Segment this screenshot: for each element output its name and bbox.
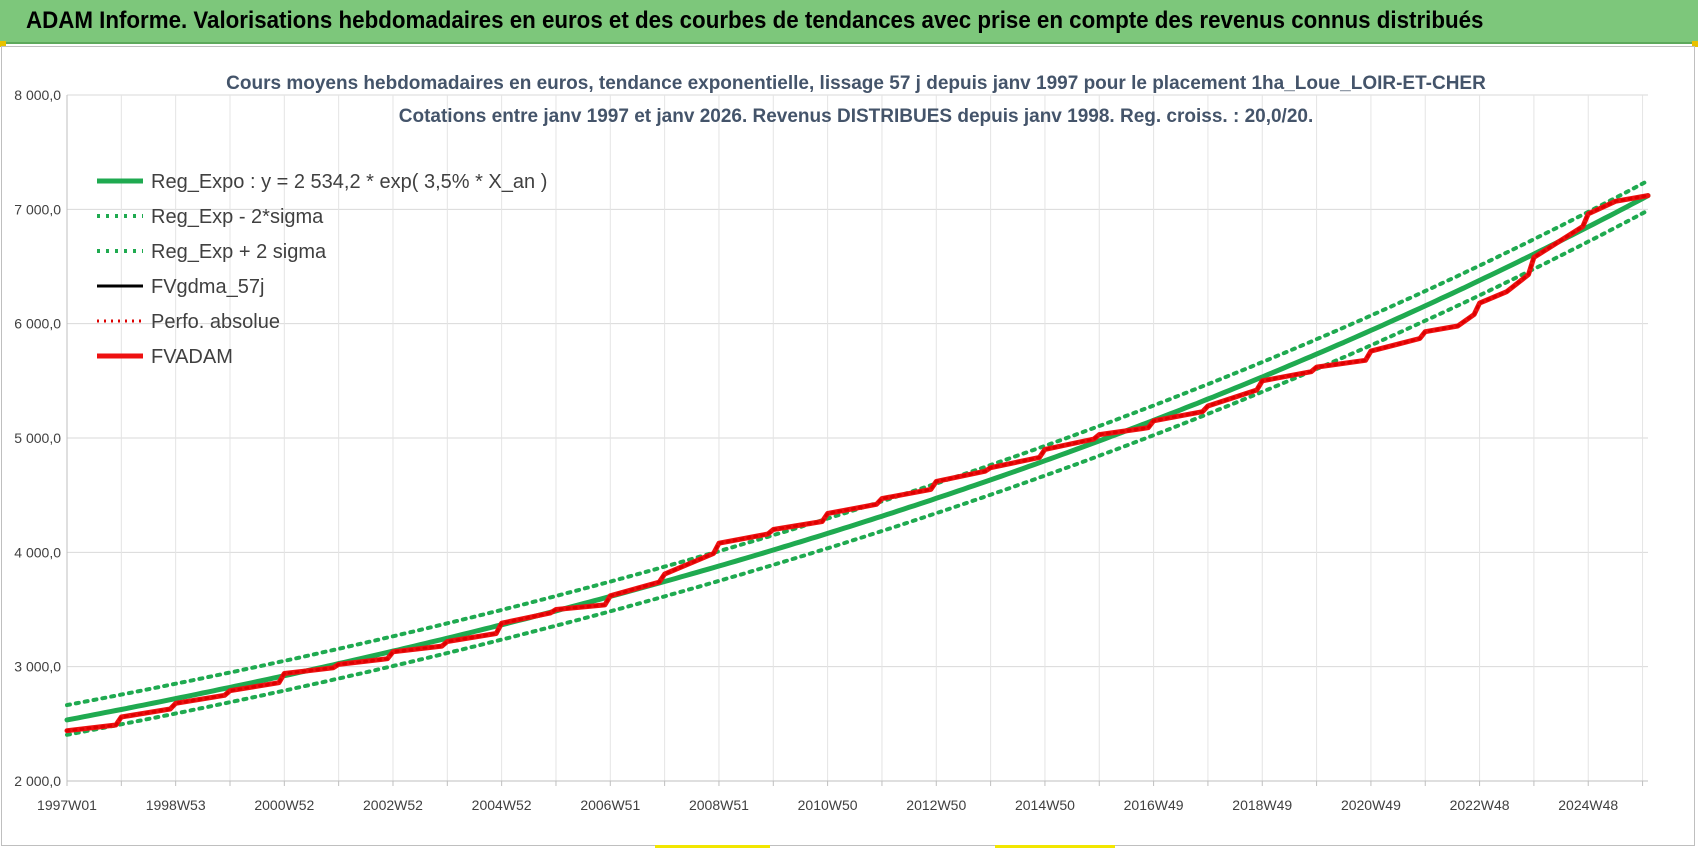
y-tick-label: 8 000,0	[14, 87, 61, 103]
legend-label: Perfo. absolue	[151, 311, 280, 333]
x-tick-label: 2012W50	[906, 797, 966, 813]
x-tick-label: 2022W48	[1450, 797, 1510, 813]
legend-label: Reg_Exp + 2 sigma	[151, 241, 327, 263]
header-banner: ADAM Informe. Valorisations hebdomadaire…	[0, 0, 1698, 44]
x-tick-label: 2002W52	[363, 797, 423, 813]
page-title: ADAM Informe. Valorisations hebdomadaire…	[26, 7, 1484, 34]
x-tick-label: 2020W49	[1341, 797, 1401, 813]
y-tick-label: 4 000,0	[14, 544, 61, 560]
bottom-highlight-1	[655, 845, 770, 848]
x-axis-ticks: 1997W01 1998W53 2000W52 2002W52 2004W52 2006W…	[37, 781, 1644, 813]
chart-title-line-1: Cours moyens hebdomadaires en euros, ten…	[226, 73, 1486, 94]
y-tick-label: 5 000,0	[14, 430, 61, 446]
series-line-dotted-red	[65, 194, 1650, 733]
y-tick-label: 3 000,0	[14, 659, 61, 675]
series-line-solid-black	[65, 194, 1650, 733]
y-tick-label: 7 000,0	[14, 201, 61, 217]
legend-label: FVgdma_57j	[151, 276, 264, 298]
x-tick-label: 2014W50	[1015, 797, 1075, 813]
x-tick-label: 2016W49	[1124, 797, 1184, 813]
series-line-solid-green	[64, 193, 1651, 723]
x-tick-label: 2018W49	[1232, 797, 1292, 813]
chart-grid	[66, 94, 1648, 782]
x-tick-label: 2004W52	[472, 797, 532, 813]
x-tick-label: 2024W48	[1558, 797, 1618, 813]
x-tick-label: 2000W52	[254, 797, 314, 813]
corner-mark-right	[1692, 41, 1698, 47]
x-tick-label: 2010W50	[798, 797, 858, 813]
chart-frame	[1, 46, 1695, 846]
legend-label: Reg_Exp - 2*sigma	[151, 206, 324, 228]
series-line-dotted-green	[65, 208, 1650, 737]
y-tick-label: 2 000,0	[14, 773, 61, 789]
corner-mark-left	[0, 41, 6, 47]
chart-series	[64, 178, 1651, 737]
y-axis-ticks: 2 000,0 3 000,0 4 000,0 5 000,0 6 000,0 7 000…	[14, 87, 61, 789]
x-tick-label: 1998W53	[146, 797, 206, 813]
series-line-solid-red	[64, 193, 1651, 734]
chart-title-line-2: Cotations entre janv 1997 et janv 2026. …	[399, 106, 1314, 127]
x-tick-label: 1997W01	[37, 797, 97, 813]
x-tick-label: 2006W51	[580, 797, 640, 813]
x-tick-label: 2008W51	[689, 797, 749, 813]
legend-label: Reg_Expo : y = 2 534,2 * exp( 3,5% * X_a…	[151, 171, 547, 193]
y-tick-label: 6 000,0	[14, 316, 61, 332]
chart-legend: Reg_Expo : y = 2 534,2 * exp( 3,5% * X_a…	[97, 171, 547, 368]
bottom-highlight-2	[995, 845, 1115, 848]
legend-label: FVADAM	[151, 346, 233, 368]
